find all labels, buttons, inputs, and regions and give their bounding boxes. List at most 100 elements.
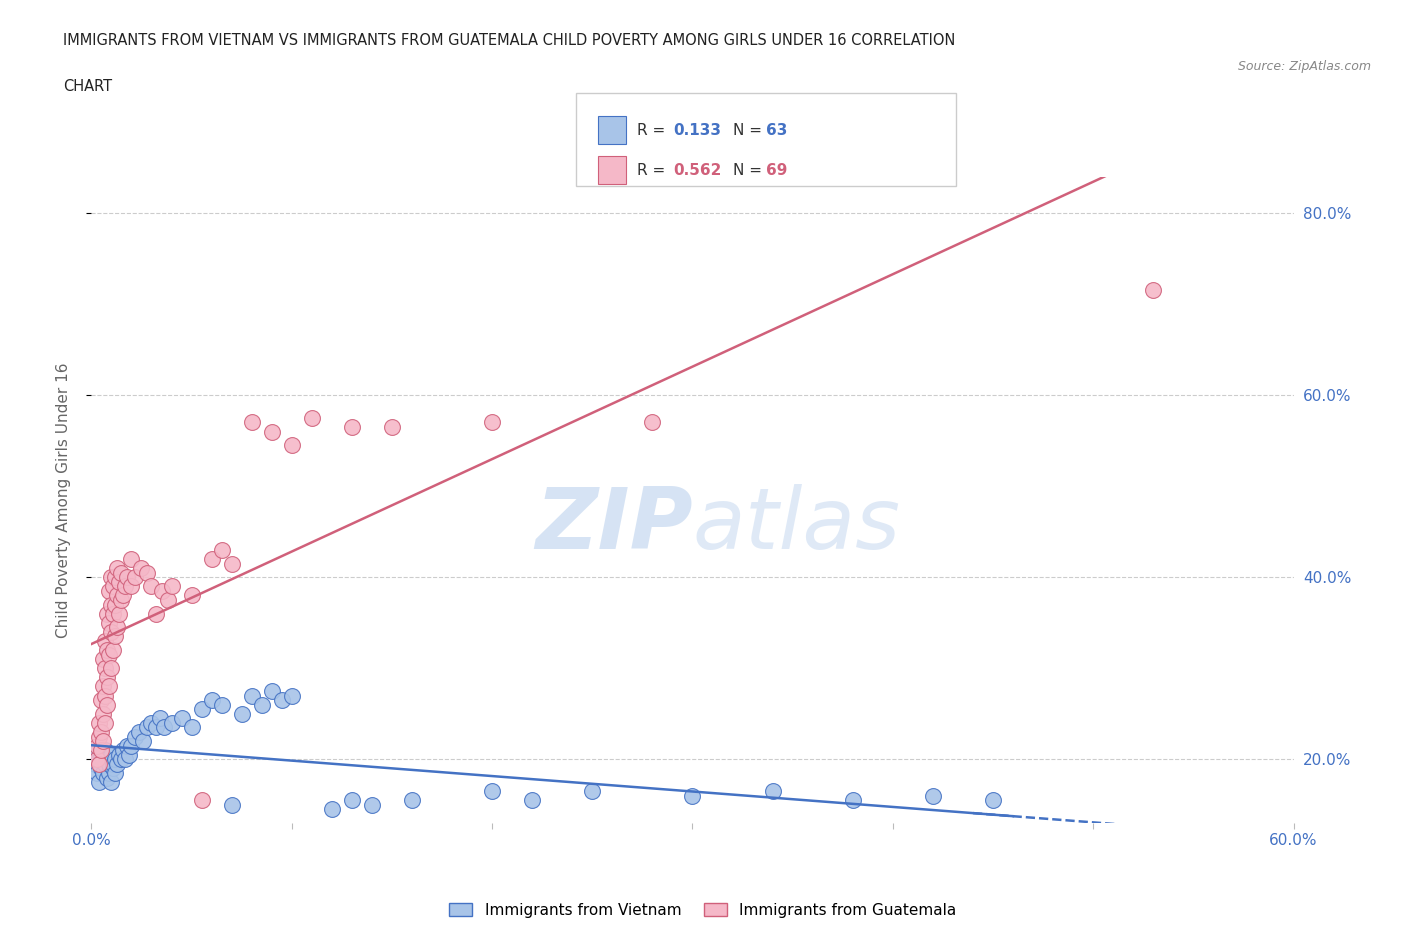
Point bbox=[96, 751, 118, 766]
Point bbox=[240, 688, 263, 703]
Point bbox=[89, 775, 111, 790]
Point bbox=[121, 578, 143, 593]
Point bbox=[141, 715, 163, 730]
Point bbox=[103, 578, 125, 593]
Point bbox=[90, 761, 112, 776]
Point bbox=[681, 789, 703, 804]
Point bbox=[112, 743, 135, 758]
Text: 63: 63 bbox=[766, 123, 787, 138]
Point bbox=[340, 793, 363, 808]
Point bbox=[260, 424, 283, 439]
Point bbox=[922, 789, 945, 804]
Point bbox=[281, 438, 304, 453]
Point bbox=[108, 748, 131, 763]
Point bbox=[98, 583, 121, 598]
Point bbox=[96, 643, 118, 658]
Point bbox=[100, 624, 122, 639]
Point bbox=[124, 729, 146, 744]
Point bbox=[301, 410, 323, 425]
Point bbox=[522, 793, 544, 808]
Point bbox=[211, 698, 233, 712]
Point bbox=[93, 751, 115, 766]
Point bbox=[170, 711, 193, 725]
Point bbox=[110, 565, 132, 580]
Point bbox=[1142, 283, 1164, 298]
Point bbox=[152, 720, 174, 735]
Point bbox=[90, 743, 112, 758]
Point bbox=[89, 729, 111, 744]
Point bbox=[100, 775, 122, 790]
Point bbox=[260, 684, 283, 698]
Point bbox=[94, 756, 117, 771]
Point bbox=[160, 578, 183, 593]
Point bbox=[321, 802, 343, 817]
Point bbox=[94, 715, 117, 730]
Point bbox=[100, 661, 122, 676]
Point bbox=[401, 793, 423, 808]
Point bbox=[841, 793, 863, 808]
Point bbox=[96, 670, 118, 684]
Point bbox=[201, 693, 224, 708]
Text: 69: 69 bbox=[766, 163, 787, 178]
Point bbox=[211, 542, 233, 557]
Point bbox=[762, 784, 785, 799]
Point bbox=[481, 784, 503, 799]
Point bbox=[661, 875, 683, 890]
Point bbox=[136, 565, 159, 580]
Point bbox=[360, 797, 382, 812]
Point bbox=[103, 643, 125, 658]
Point bbox=[100, 597, 122, 612]
Point bbox=[103, 756, 125, 771]
Point bbox=[98, 647, 121, 662]
Point bbox=[150, 583, 173, 598]
Point bbox=[98, 765, 121, 780]
Point bbox=[94, 633, 117, 648]
Point bbox=[112, 588, 135, 603]
Point bbox=[160, 715, 183, 730]
Point bbox=[107, 756, 129, 771]
Point bbox=[231, 707, 253, 722]
Text: atlas: atlas bbox=[692, 485, 900, 567]
Point bbox=[96, 606, 118, 621]
Point bbox=[114, 751, 136, 766]
Point bbox=[107, 620, 129, 635]
Point bbox=[110, 592, 132, 607]
Point bbox=[93, 679, 115, 694]
Point bbox=[94, 743, 117, 758]
Point bbox=[132, 734, 155, 749]
Point bbox=[190, 702, 212, 717]
Point bbox=[107, 561, 129, 576]
Point bbox=[145, 606, 167, 621]
Point bbox=[98, 616, 121, 631]
Point bbox=[128, 724, 150, 739]
Point bbox=[121, 551, 143, 566]
Point bbox=[98, 756, 121, 771]
Point bbox=[89, 756, 111, 771]
Point bbox=[201, 551, 224, 566]
Text: 0.133: 0.133 bbox=[673, 123, 721, 138]
Point bbox=[94, 661, 117, 676]
Point bbox=[281, 688, 304, 703]
Point bbox=[93, 765, 115, 780]
Point bbox=[136, 720, 159, 735]
Text: IMMIGRANTS FROM VIETNAM VS IMMIGRANTS FROM GUATEMALA CHILD POVERTY AMONG GIRLS U: IMMIGRANTS FROM VIETNAM VS IMMIGRANTS FR… bbox=[63, 33, 956, 47]
Point bbox=[103, 761, 125, 776]
Point bbox=[145, 720, 167, 735]
Point bbox=[141, 578, 163, 593]
Text: 0.562: 0.562 bbox=[673, 163, 721, 178]
Point bbox=[96, 698, 118, 712]
Point bbox=[110, 751, 132, 766]
Point bbox=[90, 724, 112, 739]
Legend: Immigrants from Vietnam, Immigrants from Guatemala: Immigrants from Vietnam, Immigrants from… bbox=[450, 903, 956, 918]
Point bbox=[121, 738, 143, 753]
Point bbox=[381, 419, 404, 434]
Point bbox=[98, 679, 121, 694]
Point bbox=[90, 693, 112, 708]
Point bbox=[118, 748, 141, 763]
Point bbox=[221, 797, 243, 812]
Point bbox=[117, 738, 139, 753]
Point bbox=[96, 770, 118, 785]
Point bbox=[190, 793, 212, 808]
Point bbox=[270, 693, 292, 708]
Point bbox=[114, 578, 136, 593]
